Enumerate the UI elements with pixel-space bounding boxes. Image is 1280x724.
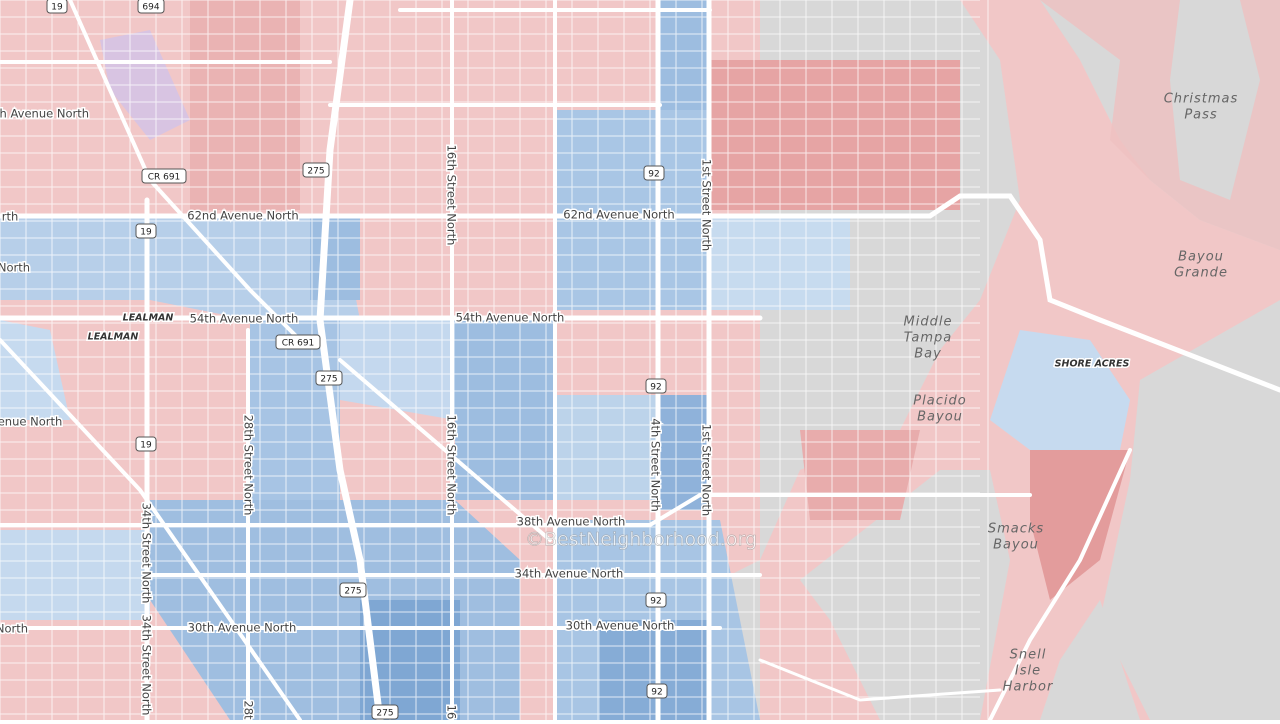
- place-label: LEALMAN: [123, 313, 174, 324]
- place-label: Bay: [914, 347, 942, 362]
- shield-label: 92: [651, 688, 662, 698]
- street-label: 16th Street North: [445, 415, 459, 516]
- shield-badge: [645, 592, 667, 608]
- place-label: Snell: [1010, 648, 1047, 663]
- street-label: 1st Street North: [700, 424, 714, 516]
- street-label: 34th Street North: [140, 503, 154, 604]
- road-label: 30th Avenue North: [566, 619, 675, 633]
- place-label: Bayou: [917, 410, 963, 425]
- road-label: enue North: [0, 415, 62, 429]
- street-label: 16th Street North: [445, 145, 459, 246]
- route-shield: CR 691: [275, 334, 321, 350]
- route-shield: 92: [643, 165, 665, 181]
- place-label: SHORE ACRES: [1055, 359, 1130, 370]
- shield-badge: [46, 0, 68, 14]
- shield-label: 92: [650, 597, 661, 607]
- shield-badge: [135, 436, 157, 452]
- shield-label: 19: [51, 3, 63, 13]
- shield-label: 19: [140, 441, 152, 451]
- place-label: Christmas: [1164, 92, 1239, 107]
- route-shield: 694: [137, 0, 165, 14]
- shield-label: 275: [307, 167, 324, 177]
- map-labels: 62nd Avenue North 62nd Avenue North 54th A…: [0, 0, 1239, 722]
- road-label: 30th Avenue North: [188, 621, 297, 635]
- shield-badge: [645, 378, 667, 394]
- street-label: 28t: [242, 700, 256, 720]
- place-label: Middle: [904, 315, 953, 330]
- street-label: 16: [445, 705, 459, 720]
- route-shield: 275: [371, 704, 399, 720]
- shield-badge: [141, 168, 187, 184]
- street-label: 1st Street North: [700, 159, 714, 251]
- place-label: Placido: [913, 394, 966, 409]
- road-label: th Avenue North: [0, 107, 89, 121]
- shield-badge: [275, 334, 321, 350]
- shield-label: CR 691: [148, 173, 181, 183]
- place-label: Pass: [1184, 108, 1217, 123]
- place-label: Isle: [1015, 664, 1041, 679]
- route-shield: 92: [646, 683, 668, 699]
- place-label: Bayou: [993, 538, 1039, 553]
- road-label: 54th Avenue North: [456, 311, 565, 325]
- shield-badge: [339, 582, 367, 598]
- shield-label: 92: [648, 170, 659, 180]
- place-label: Tampa: [904, 331, 952, 346]
- route-shield: 275: [302, 162, 330, 178]
- route-shield: 275: [315, 370, 343, 386]
- shield-label: 275: [320, 375, 337, 385]
- watermark: ©BestNeighborhood.org: [525, 529, 757, 551]
- shield-label: 275: [344, 587, 361, 597]
- route-shield: 275: [339, 582, 367, 598]
- place-label: Harbor: [1003, 680, 1054, 695]
- shield-badge: [315, 370, 343, 386]
- shield-label: CR 691: [282, 339, 315, 349]
- road-label: North: [0, 622, 28, 636]
- road-label: North: [0, 261, 30, 275]
- route-shield: 19: [135, 223, 157, 239]
- route-shield: 19: [46, 0, 68, 14]
- place-label: LEALMAN: [88, 332, 139, 343]
- place-label: Grande: [1174, 266, 1228, 281]
- shield-badge: [371, 704, 399, 720]
- shield-label: 19: [140, 228, 152, 238]
- road-label: 62nd Avenue North: [187, 209, 298, 223]
- road-label: rth: [2, 210, 19, 224]
- road-label: 62nd Avenue North: [563, 208, 674, 222]
- route-shield: CR 691: [141, 168, 187, 184]
- road-label: 38th Avenue North: [517, 515, 626, 529]
- street-label: 28th Street North: [242, 415, 256, 516]
- route-shield: 92: [645, 592, 667, 608]
- route-shield: 19: [135, 436, 157, 452]
- shield-badge: [135, 223, 157, 239]
- road-label: 54th Avenue North: [190, 312, 299, 326]
- shield-badge: [302, 162, 330, 178]
- shield-label: 92: [650, 383, 661, 393]
- shield-badge: [137, 0, 165, 14]
- shield-badge: [646, 683, 668, 699]
- street-label: 4th Street North: [649, 418, 663, 512]
- road-label: 34th Avenue North: [515, 567, 624, 581]
- route-shield: 92: [645, 378, 667, 394]
- shield-label: 694: [142, 3, 159, 13]
- street-label: 34th Street North: [140, 615, 154, 716]
- shield-label: 275: [376, 709, 393, 719]
- place-label: Bayou: [1178, 250, 1224, 265]
- place-label: Smacks: [988, 522, 1044, 537]
- shield-badge: [643, 165, 665, 181]
- street-grid: [0, 0, 989, 720]
